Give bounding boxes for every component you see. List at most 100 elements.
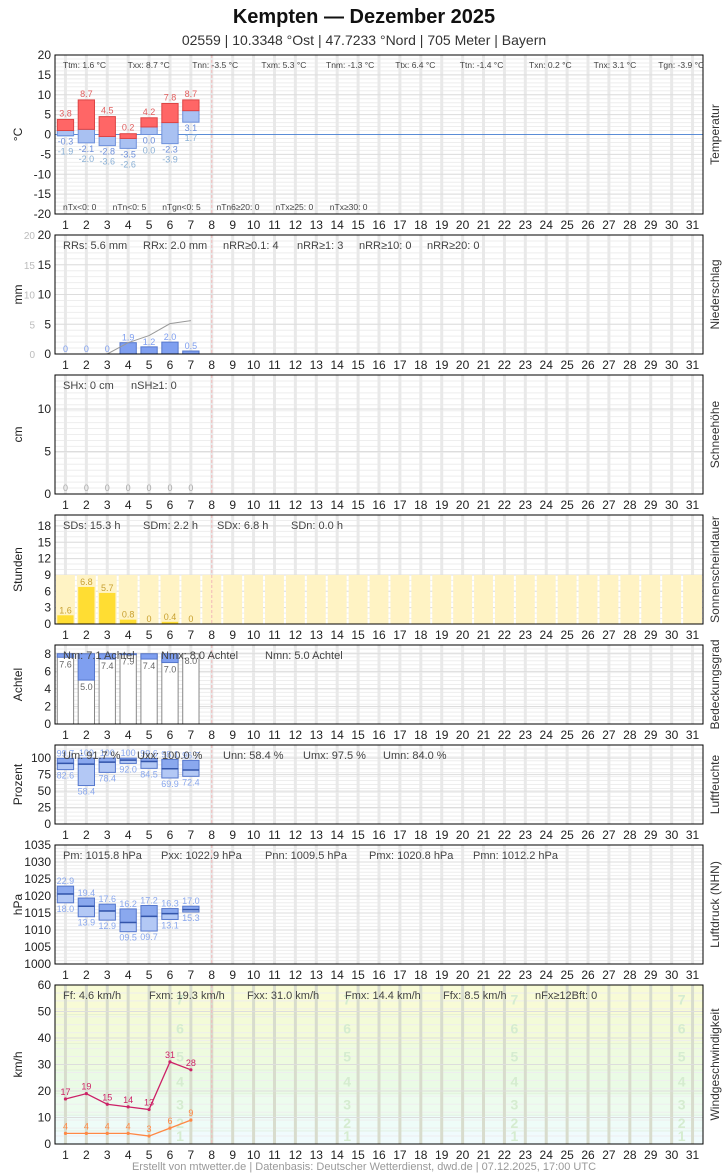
x-tick-label: 10 (247, 498, 261, 512)
y-tick-label: 0 (44, 617, 51, 631)
x-tick-label: 30 (665, 1148, 679, 1162)
stat-label: nTx<0: 0 (63, 202, 97, 212)
y-tick-label: 1020 (24, 889, 51, 903)
wind-point (189, 1118, 193, 1122)
x-tick-label: 30 (665, 728, 679, 742)
x-tick-label: 24 (540, 968, 554, 982)
min-label: 78.4 (98, 773, 116, 783)
possible-sunshine-bar (641, 574, 661, 624)
beaufort-label: 4 (678, 1074, 686, 1090)
cloud-bar (119, 653, 137, 656)
possible-sunshine-bar (599, 574, 619, 624)
x-tick-label: 21 (477, 968, 491, 982)
x-tick-label: 30 (665, 828, 679, 842)
precip-label: 0 (63, 344, 68, 354)
wind-point (168, 1060, 172, 1064)
x-tick-label: 23 (519, 968, 533, 982)
x-tick-label: 17 (393, 498, 407, 512)
x-tick-label: 8 (208, 1148, 215, 1162)
stat-label: SDx: 6.8 h (217, 520, 268, 532)
x-tick-label: 18 (414, 1148, 428, 1162)
stat-label: Pm: 1015.8 hPa (63, 850, 143, 862)
x-tick-label: 6 (167, 218, 174, 232)
x-tick-label: 24 (540, 828, 554, 842)
sunshine-bar (57, 615, 74, 624)
y-tick-label: 40 (38, 1031, 52, 1045)
stat-label: nTn6≥20: 0 (217, 202, 260, 212)
x-tick-label: 19 (435, 828, 449, 842)
stat-label: Txm: 5.3 °C (261, 60, 306, 70)
plot-frame (54, 374, 704, 495)
x-tick-label: 20 (456, 828, 470, 842)
x-tick-label: 10 (247, 218, 261, 232)
max-label: 17.2 (140, 896, 158, 906)
tmax-bar (56, 118, 75, 132)
x-tick-label: 29 (644, 828, 658, 842)
y-tick-label: 15 (38, 258, 52, 272)
x-tick-label: 25 (560, 968, 574, 982)
x-tick-label: 15 (351, 728, 365, 742)
stat-label: Txx: 8.7 °C (128, 60, 170, 70)
snow-label: 0 (167, 483, 172, 493)
min-label: 12.9 (98, 921, 116, 931)
x-tick-label: 16 (372, 218, 386, 232)
beaufort-label: 5 (678, 1049, 686, 1065)
sunshine-bar (99, 592, 116, 624)
possible-sunshine-bar (369, 574, 389, 624)
possible-sunshine-bar (474, 574, 493, 624)
wind-point (126, 1105, 130, 1109)
tmin-bar (56, 130, 75, 137)
x-tick-label: 17 (393, 728, 407, 742)
x-tick-label: 31 (686, 628, 700, 642)
x-tick-label: 1 (62, 968, 69, 982)
x-tick-label: 3 (104, 628, 111, 642)
x-tick-label: 28 (623, 968, 637, 982)
precip-bar (140, 346, 158, 355)
wind-label: 15 (102, 1092, 112, 1102)
x-tick-label: 23 (519, 828, 533, 842)
possible-sunshine-bar (244, 574, 264, 624)
x-tick-label: 31 (686, 218, 700, 232)
x-tick-label: 6 (167, 828, 174, 842)
range-upper-bar (140, 905, 158, 917)
tmax-bar (182, 99, 200, 112)
chart-luftdruck: 22.9 18.019.4 13.9 17.6 12.9 16.2 09.5 17.2 09.7… (11, 838, 722, 982)
y-tick-label: 18 (38, 519, 52, 533)
x-tick-label: 24 (540, 498, 554, 512)
beaufort-label: 5 (511, 1049, 519, 1065)
min-label: 18.0 (57, 904, 75, 914)
x-tick-label: 21 (477, 828, 491, 842)
x-tick-label: 25 (560, 628, 574, 642)
possible-sunshine-bar (536, 574, 556, 624)
x-tick-label: 6 (167, 728, 174, 742)
range-lower-bar (182, 769, 200, 777)
possible-sunshine-bar (223, 574, 243, 624)
x-tick-label: 10 (247, 968, 261, 982)
range-upper-bar (98, 903, 116, 912)
chart-schneehoehe: 0 0 0 0 0 0 0 10 5 0 cm Schneehöhe SHx: 0 cm nSH≥1: 0… (11, 374, 722, 512)
x-tick-label: 2 (83, 218, 90, 232)
x-tick-label: 18 (414, 728, 428, 742)
y-tick-label: 100 (31, 751, 51, 765)
stat-label: Ffx: 8.5 km/h (443, 990, 507, 1002)
x-tick-label: 5 (146, 1148, 153, 1162)
x-tick-label: 7 (188, 728, 195, 742)
x-tick-label: 8 (208, 728, 215, 742)
x-tick-label: 27 (602, 968, 616, 982)
x-tick-label: 16 (372, 498, 386, 512)
x-tick-label: 15 (351, 498, 365, 512)
x-tick-label: 20 (456, 218, 470, 232)
wind-point (63, 1131, 68, 1135)
stat-label: nFx≥12Bft: 0 (535, 990, 597, 1002)
snow-label: 0 (126, 483, 131, 493)
min-label: 13.1 (161, 920, 179, 930)
x-tick-label: 8 (208, 218, 215, 232)
x-tick-label: 26 (581, 358, 595, 372)
x-tick-label: 24 (540, 218, 554, 232)
x-tick-label: 19 (435, 628, 449, 642)
y-tick-label: 50 (38, 784, 52, 798)
chart-luftfeuchte: 99.782.610058.410078.410092.099.684.598.… (11, 744, 722, 842)
sunshine-label: 0.4 (164, 612, 177, 622)
x-tick-label: 12 (289, 218, 303, 232)
